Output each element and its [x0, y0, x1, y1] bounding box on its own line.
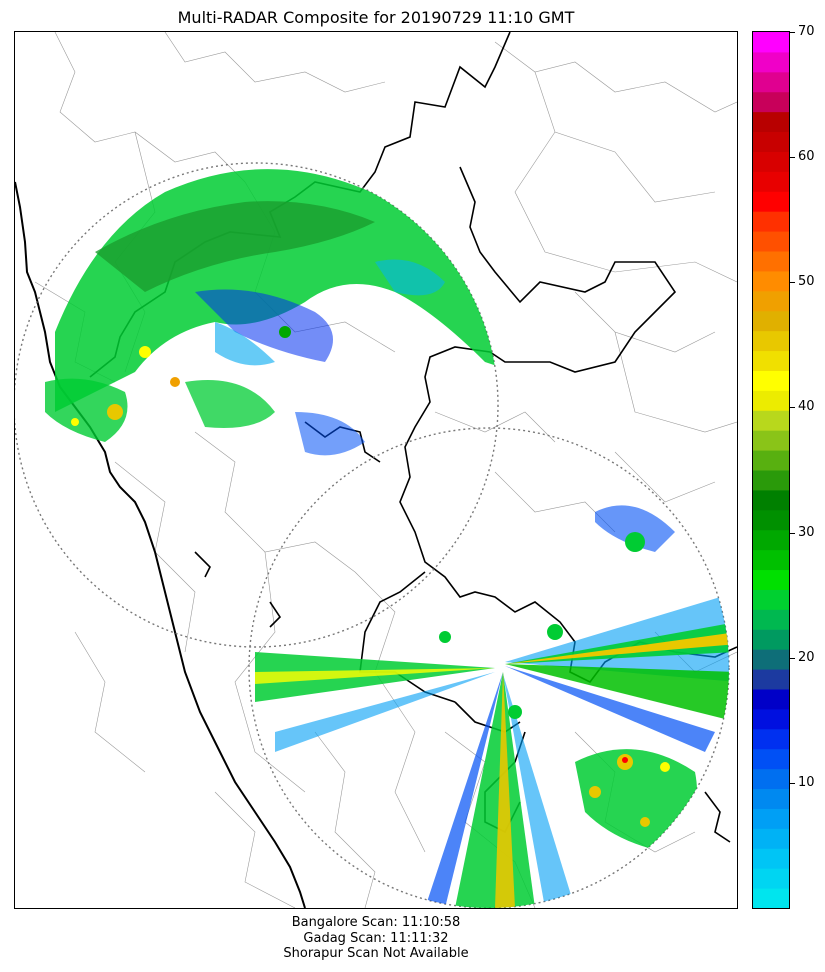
colorbar-band — [753, 191, 789, 212]
colorbar-band — [753, 51, 789, 73]
colorbar-band — [753, 489, 789, 511]
colorbar-band — [753, 251, 789, 272]
colorbar-tick — [790, 282, 795, 284]
colorbar-band — [753, 430, 789, 451]
colorbar-tick — [790, 32, 795, 33]
colorbar-band — [753, 748, 789, 770]
colorbar-tick — [790, 782, 795, 784]
colorbar-band — [753, 171, 789, 192]
colorbar-band — [753, 549, 789, 571]
radar-map-canvas — [15, 32, 737, 908]
colorbar-band — [753, 410, 789, 431]
colorbar-band — [753, 649, 789, 670]
colorbar-tick — [790, 407, 795, 409]
colorbar-band — [753, 131, 789, 152]
colorbar-band — [753, 708, 789, 730]
colorbar-band — [753, 32, 789, 53]
colorbar-band — [753, 231, 789, 252]
colorbar-tick — [790, 157, 795, 159]
colorbar-band — [753, 390, 789, 411]
colorbar-band — [753, 629, 789, 650]
colorbar-tick — [790, 532, 795, 534]
scan-line-bangalore: Bangalore Scan: 11:10:58 — [291, 915, 461, 930]
colorbar-band — [753, 529, 789, 551]
scan-line-gadag: Gadag Scan: 11:11:32 — [303, 930, 449, 946]
bangalore-radar-echoes — [255, 505, 729, 908]
colorbar-band — [753, 768, 789, 790]
colorbar-band — [753, 111, 789, 133]
colorbar-band — [753, 689, 789, 710]
colorbar-band — [753, 151, 789, 172]
scan-times: Bangalore Scan: 11:10:58 Gadag Scan: 11:… — [14, 915, 738, 962]
colorbar-band — [753, 848, 789, 869]
colorbar-band — [753, 450, 789, 471]
colorbar-tick-label: 30 — [798, 524, 815, 540]
colorbar-band — [753, 808, 789, 829]
colorbar-band — [753, 330, 789, 352]
colorbar-tick-label: 70 — [798, 24, 815, 39]
colorbar-tick-label: 40 — [798, 399, 815, 415]
colorbar-band — [753, 669, 789, 690]
colorbar-band — [753, 91, 789, 113]
colorbar-band — [753, 310, 789, 332]
colorbar-band — [753, 470, 789, 491]
colorbar-tick-label: 10 — [798, 774, 815, 790]
colorbar-band — [753, 728, 789, 750]
colorbar-band — [753, 370, 789, 391]
colorbar-band — [753, 270, 789, 292]
colorbar-band — [753, 290, 789, 312]
colorbar-axis: 10 20 30 40 50 60 70 — [790, 25, 825, 909]
colorbar-gradient — [753, 32, 789, 908]
colorbar-band — [753, 211, 789, 232]
colorbar — [752, 31, 790, 909]
colorbar-band — [753, 569, 789, 590]
gadag-radar-echoes — [45, 169, 498, 456]
scan-line-shorapur: Shorapur Scan Not Available — [283, 946, 469, 961]
colorbar-tick-label: 50 — [798, 274, 815, 290]
colorbar-band — [753, 609, 789, 630]
colorbar-band — [753, 509, 789, 531]
colorbar-band — [753, 868, 789, 889]
colorbar-band — [753, 589, 789, 610]
radar-map — [14, 31, 738, 909]
colorbar-tick-label: 60 — [798, 149, 815, 165]
colorbar-band — [753, 71, 789, 93]
colorbar-tick-label: 20 — [798, 649, 815, 665]
chart-title: Multi-RADAR Composite for 20190729 11:10… — [177, 8, 575, 27]
colorbar-band — [753, 350, 789, 371]
colorbar-band — [753, 888, 789, 908]
colorbar-tick — [790, 657, 795, 659]
colorbar-band — [753, 828, 789, 849]
colorbar-band — [753, 788, 789, 809]
